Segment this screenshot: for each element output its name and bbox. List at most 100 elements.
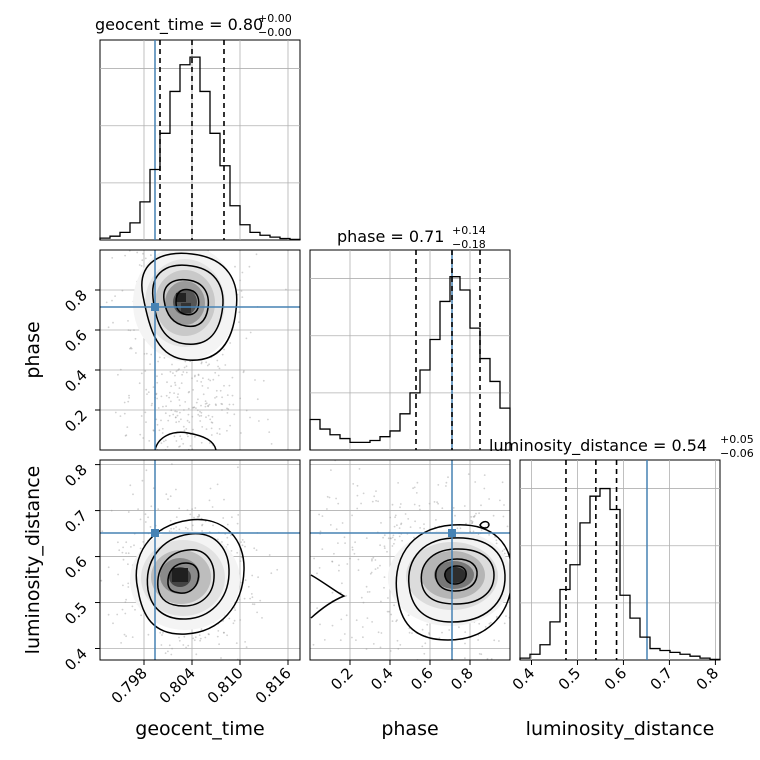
scatter-point (212, 524, 214, 527)
scatter-point (331, 591, 334, 594)
scatter-point (362, 636, 364, 639)
scatter-point (207, 633, 210, 635)
panel-phase-vs-geocent-time: 0.2 0.4 0.6 0.8 phase (22, 249, 301, 451)
scatter-point (245, 646, 248, 648)
scatter-point (129, 484, 132, 487)
scatter-point (215, 395, 218, 398)
scatter-point (211, 506, 214, 508)
scatter-point (127, 582, 130, 585)
scatter-point (445, 485, 447, 487)
scatter-point (211, 421, 214, 424)
scatter-point (191, 377, 193, 380)
scatter-point (217, 630, 220, 632)
scatter-point (167, 650, 169, 653)
scatter-point (174, 416, 177, 419)
scatter-point (361, 626, 364, 628)
scatter-point (194, 374, 196, 377)
scatter-point (373, 495, 376, 498)
scatter-point (377, 500, 379, 503)
scatter-point (458, 626, 460, 629)
scatter-point (124, 612, 127, 615)
scatter-point (366, 617, 369, 619)
scatter-point (172, 372, 174, 374)
scatter-point (156, 397, 159, 400)
scatter-point (192, 389, 195, 391)
scatter-point (193, 516, 195, 519)
scatter-point (243, 541, 246, 543)
scatter-point (173, 392, 176, 394)
scatter-point (117, 573, 119, 576)
scatter-point (176, 414, 179, 417)
scatter-point (238, 311, 241, 314)
scatter-point (376, 567, 379, 569)
scatter-point (489, 621, 492, 624)
scatter-point (221, 403, 224, 406)
scatter-point (164, 439, 167, 442)
scatter-point (122, 584, 124, 587)
scatter-point (183, 409, 185, 411)
scatter-point (353, 552, 356, 555)
scatter-point (155, 418, 158, 421)
tick-label: 0.7 (61, 507, 91, 537)
scatter-point (216, 359, 219, 362)
scatter-point (356, 484, 359, 487)
scatter-point (411, 632, 413, 634)
scatter-point (168, 396, 171, 399)
scatter-point (157, 407, 160, 409)
scatter-point (503, 548, 506, 551)
scatter-point (145, 421, 147, 423)
scatter-point (423, 652, 426, 655)
scatter-point (123, 412, 126, 415)
scatter-point (494, 536, 496, 538)
scatter-point (355, 619, 358, 622)
scatter-point (131, 636, 134, 638)
panel-frame (99, 39, 301, 241)
scatter-point (366, 591, 369, 593)
scatter-point (185, 646, 188, 649)
scatter-point (156, 375, 158, 378)
panel-frame (99, 459, 301, 661)
tick-label: 0.6 (61, 553, 91, 583)
scatter-point (270, 572, 273, 575)
scatter-point (184, 401, 187, 403)
scatter-point (341, 522, 344, 524)
scatter-point (228, 403, 231, 406)
scatter-point (478, 653, 481, 655)
tick-label: 0.8 (447, 664, 477, 694)
scatter-point (220, 402, 223, 405)
scatter-point (218, 643, 221, 646)
scatter-point (187, 435, 189, 438)
title-geocent-time: geocent_time = 0.80 (95, 15, 263, 35)
scatter-point (357, 569, 360, 572)
scatter-point (172, 527, 175, 530)
scatter-point (226, 407, 228, 410)
scatter-point (201, 523, 204, 526)
scatter-point (414, 520, 416, 523)
title-phase-minus: −0.18 (452, 238, 486, 251)
scatter-point (147, 391, 150, 394)
scatter-point (244, 579, 247, 582)
scatter-point (421, 628, 424, 631)
scatter-point (205, 361, 208, 364)
scatter-point (360, 596, 363, 599)
scatter-point (388, 610, 390, 613)
scatter-point (316, 607, 318, 609)
scatter-point (171, 647, 174, 650)
scatter-point (167, 419, 170, 422)
scatter-point (139, 433, 142, 436)
scatter-point (228, 384, 231, 387)
scatter-point (387, 597, 389, 599)
scatter-point (170, 653, 173, 656)
scatter-point (136, 251, 139, 254)
scatter-point (204, 405, 207, 408)
scatter-point (391, 536, 394, 539)
quantile-lines (565, 460, 618, 660)
scatter-point (141, 479, 144, 482)
scatter-point (362, 492, 365, 495)
truth-marker (448, 529, 456, 537)
scatter-point (249, 331, 252, 334)
scatter-point (428, 632, 430, 634)
scatter-point (321, 548, 324, 550)
scatter-point (221, 396, 224, 399)
scatter-point (480, 504, 482, 507)
